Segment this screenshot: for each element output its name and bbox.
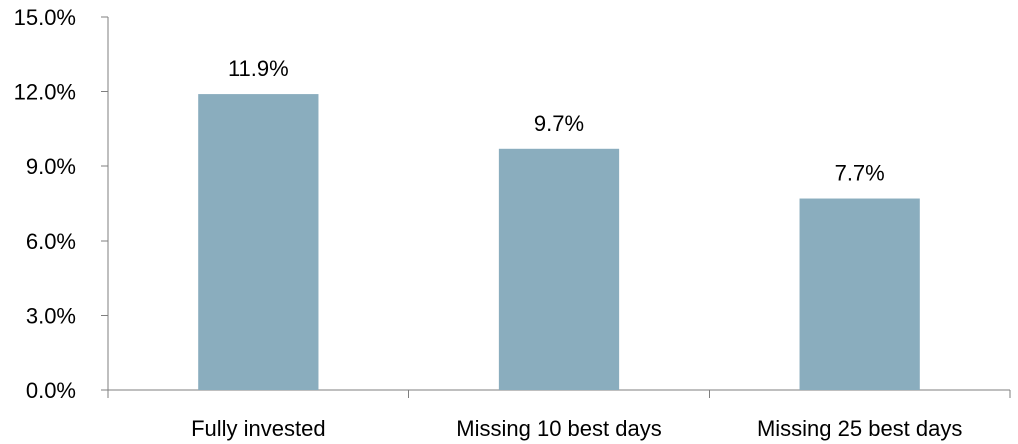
y-tick-label: 15.0% [14, 5, 76, 30]
x-axis: Fully invested Missing 10 best days Missin… [107, 389, 1011, 441]
y-tick-label: 0.0% [26, 378, 76, 403]
x-category-label: Missing 25 best days [757, 416, 962, 441]
y-tick-label: 9.0% [26, 154, 76, 179]
y-axis: 0.0% 3.0% 6.0% 9.0% 12.0% 15.0% [14, 5, 109, 403]
data-labels: 11.9% 9.7% 7.7% [228, 56, 885, 185]
y-tick-label: 12.0% [14, 80, 76, 105]
bar [198, 94, 319, 390]
bar [799, 198, 920, 390]
y-tick-label: 3.0% [26, 303, 76, 328]
y-tick-label: 6.0% [26, 229, 76, 254]
bar-value-label: 11.9% [228, 56, 289, 81]
bar-value-label: 7.7% [835, 161, 885, 186]
bar-value-label: 9.7% [534, 111, 584, 136]
x-category-label: Fully invested [191, 416, 326, 441]
bars [198, 94, 920, 390]
x-category-label: Missing 10 best days [456, 416, 661, 441]
bar [498, 148, 620, 390]
